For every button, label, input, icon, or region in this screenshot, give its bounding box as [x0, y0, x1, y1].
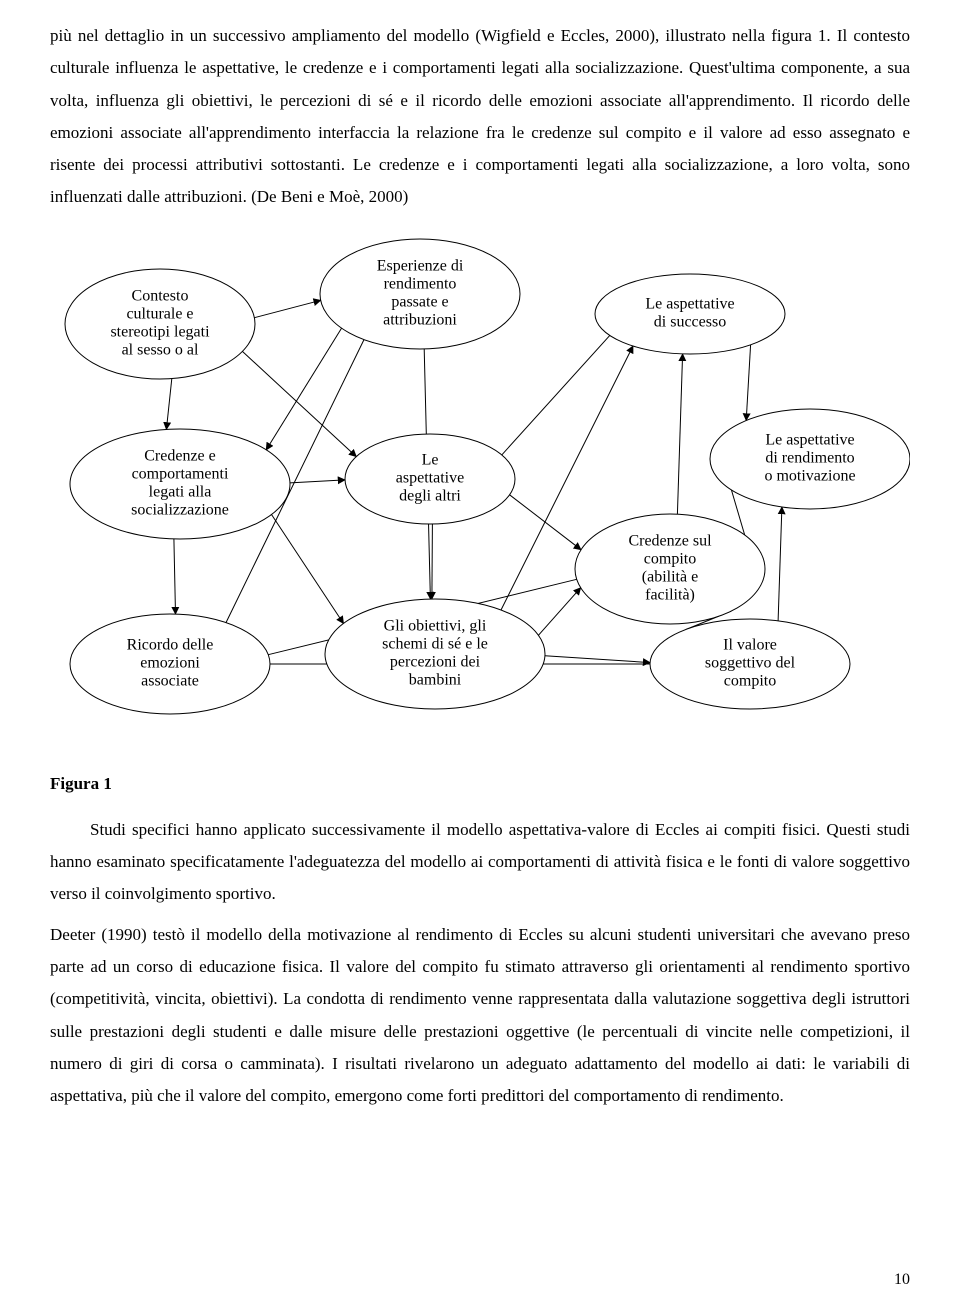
node-label: culturale e — [126, 305, 193, 322]
node-label: stereotipi legati — [110, 323, 210, 340]
paragraph-b1: Studi specifici hanno applicato successi… — [50, 814, 910, 911]
node-label: soggettivo del — [705, 654, 796, 671]
node-label: associate — [141, 672, 199, 689]
node-credcomp: Credenze sulcompito(abilità efacilità) — [575, 514, 765, 624]
node-label: schemi di sé e le — [382, 635, 488, 652]
node-credsoc: Credenze ecomportamentilegati allasocial… — [70, 429, 290, 539]
node-label: Contesto — [132, 287, 189, 304]
edge-credsoc-ricordo — [174, 539, 176, 614]
node-ricordo: Ricordo delleemozioniassociate — [70, 614, 270, 714]
edge-contesto-credsoc — [166, 378, 171, 429]
node-label: percezioni dei — [390, 653, 481, 670]
node-label: Le aspettative — [765, 431, 854, 448]
edge-aspsucc-asprendmot — [746, 345, 750, 421]
node-label: Le aspettative — [645, 295, 734, 312]
node-aspaltri: Leaspettativedegli altri — [345, 434, 515, 524]
edge-obiettivi-valore — [545, 655, 650, 662]
node-label: emozioni — [140, 654, 200, 671]
edge-credcomp-aspsucc — [677, 354, 682, 514]
edge-credsoc-obiettivi — [272, 514, 344, 623]
node-label: passate e — [391, 293, 448, 310]
edge-valore-asprendmot — [778, 507, 782, 621]
node-label: Credenze sul — [628, 532, 712, 549]
figure-caption: Figura 1 — [50, 774, 910, 794]
network-diagram: Contestoculturale estereotipi legatial s… — [50, 234, 910, 754]
node-label: degli altri — [399, 487, 461, 504]
edge-esperienze-credsoc — [266, 328, 341, 450]
diagram-container: Contestoculturale estereotipi legatial s… — [50, 234, 910, 754]
node-label: Ricordo delle — [127, 636, 214, 653]
node-label: di rendimento — [765, 449, 854, 466]
node-label: compito — [724, 672, 776, 689]
node-label: compito — [644, 550, 696, 567]
node-label: Gli obiettivi, gli — [384, 617, 487, 634]
node-label: facilità) — [645, 586, 695, 603]
node-label: comportamenti — [132, 465, 229, 482]
node-label: Credenze e — [144, 447, 216, 464]
nodes-group: Contestoculturale estereotipi legatial s… — [65, 239, 910, 714]
page-number: 10 — [894, 1271, 910, 1289]
node-label: socializzazione — [131, 501, 229, 518]
node-label: legati alla — [149, 483, 212, 500]
node-label: di successo — [654, 313, 726, 330]
edge-contesto-aspaltri — [242, 351, 356, 456]
node-aspsucc: Le aspettativedi successo — [595, 274, 785, 354]
node-label: rendimento — [384, 275, 457, 292]
node-label: bambini — [409, 671, 462, 688]
node-label: o motivazione — [764, 467, 855, 484]
node-label: al sesso o al — [122, 341, 199, 358]
edge-credsoc-aspaltri — [290, 480, 345, 483]
paragraph-top: più nel dettaglio in un successivo ampli… — [50, 20, 910, 214]
node-obiettivi: Gli obiettivi, glischemi di sé e leperce… — [325, 599, 545, 709]
edge-aspaltri-aspsucc — [502, 335, 610, 455]
node-label: (abilità e — [642, 568, 698, 585]
node-contesto: Contestoculturale estereotipi legatial s… — [65, 269, 255, 379]
node-esperienze: Esperienze direndimentopassate eattribuz… — [320, 239, 520, 349]
node-label: aspettative — [396, 469, 464, 486]
edge-contesto-esperienze — [254, 300, 320, 317]
edge-obiettivi-credcomp — [538, 587, 580, 635]
node-label: Esperienze di — [377, 257, 464, 274]
paragraph-b2: Deeter (1990) testò il modello della mot… — [50, 919, 910, 1113]
edge-aspaltri-obiettivi — [432, 524, 433, 599]
node-label: attribuzioni — [383, 311, 457, 328]
node-valore: Il valoresoggettivo delcompito — [650, 619, 850, 709]
node-label: Il valore — [723, 636, 777, 653]
node-label: Le — [422, 451, 439, 468]
page: più nel dettaglio in un successivo ampli… — [0, 0, 960, 1309]
node-asprendmot: Le aspettativedi rendimentoo motivazione — [710, 409, 910, 509]
